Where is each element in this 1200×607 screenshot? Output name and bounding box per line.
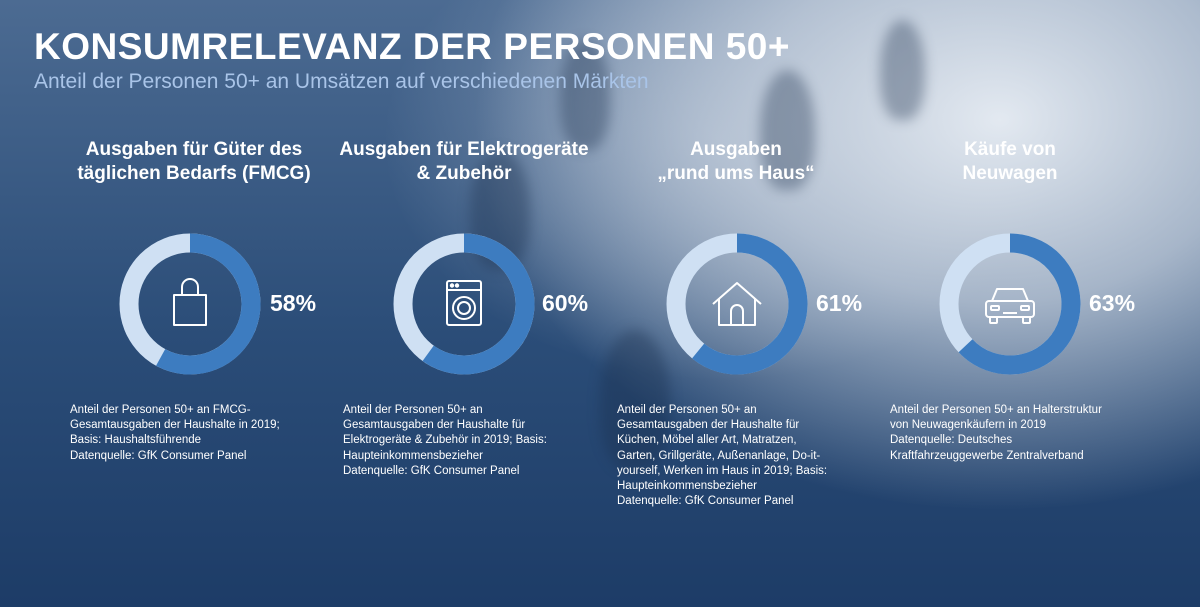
stat-footnote: Anteil der Personen 50+ an FMCG- Gesamta… <box>70 403 320 464</box>
page-title: KONSUMRELEVANZ DER PERSONEN 50+ <box>34 26 790 67</box>
washing-machine-icon <box>446 280 482 326</box>
background-figure <box>760 70 815 190</box>
footnote-line: Garten, Grillgeräte, Außenanlage, Do-it- <box>617 449 821 462</box>
donut-chart <box>666 233 808 375</box>
stat-heading-line: täglichen Bedarfs (FMCG) <box>77 163 311 184</box>
donut-percentage: 63% <box>1089 290 1136 316</box>
page-subtitle: Anteil der Personen 50+ an Umsätzen auf … <box>34 70 649 93</box>
donut-chart <box>119 233 261 375</box>
footnote-line: Datenquelle: Deutsches <box>890 434 1013 447</box>
car-icon <box>985 288 1035 324</box>
stat-heading: Ausgaben „rund ums Haus“ <box>586 138 886 186</box>
house-icon <box>712 282 762 326</box>
stat-heading-line: Neuwagen <box>962 163 1058 184</box>
background-figure <box>880 20 925 120</box>
footnote-line: Anteil der Personen 50+ an Halterstruktu… <box>890 404 1102 416</box>
footnote-line: Elektrogeräte & Zubehör in 2019; Basis: <box>343 434 547 447</box>
footnote-line: Anteil der Personen 50+ an <box>343 404 483 416</box>
stat-heading: Käufe von Neuwagen <box>860 138 1160 186</box>
donut-percentage: 58% <box>270 290 317 316</box>
stat-footnote: Anteil der Personen 50+ an Gesamtausgabe… <box>617 403 867 509</box>
footnote-line: Kraftfahrzeuggewerbe Zentralverband <box>890 449 1084 462</box>
footnote-line: Datenquelle: GfK Consumer Panel <box>343 464 520 477</box>
stat-heading-line: Ausgaben für Güter des <box>85 139 303 160</box>
footnote-line: Gesamtausgaben der Haushalte für <box>343 419 526 432</box>
footnote-line: Haupteinkommensbezieher <box>343 449 483 462</box>
stat-heading: Ausgaben für Güter des täglichen Bedarfs… <box>44 138 344 186</box>
donut-percentage: 60% <box>542 290 589 316</box>
shopping-bag-icon <box>173 278 207 326</box>
stat-heading-line: „rund ums Haus“ <box>657 163 815 184</box>
donut-value-arc <box>156 233 261 375</box>
background-figure <box>600 330 670 470</box>
stat-heading-line: Käufe von <box>964 139 1056 160</box>
footnote-line: yourself, Werken im Haus in 2019; Basis: <box>617 464 828 477</box>
donut-value-arc <box>692 233 808 375</box>
footnote-line: Anteil der Personen 50+ an <box>617 404 757 416</box>
donut-value-arc <box>422 233 535 375</box>
background-figure <box>560 40 610 150</box>
donut-chart <box>393 233 535 375</box>
donut-percentage: 61% <box>816 290 863 316</box>
stat-heading-line: Ausgaben für Elektrogeräte <box>339 139 589 160</box>
stat-heading-line: & Zubehör <box>416 163 512 184</box>
footnote-line: Anteil der Personen 50+ an FMCG- <box>70 404 251 416</box>
stat-footnote: Anteil der Personen 50+ an Halterstruktu… <box>890 403 1140 464</box>
donut-value-arc <box>958 233 1081 375</box>
donut-chart <box>939 233 1081 375</box>
stat-footnote: Anteil der Personen 50+ an Gesamtausgabe… <box>343 403 593 479</box>
stat-heading: Ausgaben für Elektrogeräte & Zubehör <box>314 138 614 186</box>
footnote-line: von Neuwagenkäufern in 2019 <box>890 419 1047 432</box>
footnote-line: Gesamtausgaben der Haushalte in 2019; <box>70 419 280 432</box>
footnote-line: Datenquelle: GfK Consumer Panel <box>70 449 247 462</box>
footnote-line: Küchen, Möbel aller Art, Matratzen, <box>617 434 797 447</box>
stat-heading-line: Ausgaben <box>690 139 782 160</box>
footnote-line: Gesamtausgaben der Haushalte für <box>617 419 800 432</box>
footnote-line: Datenquelle: GfK Consumer Panel <box>617 495 794 508</box>
footnote-line: Basis: Haushaltsführende <box>70 434 202 447</box>
footnote-line: Haupteinkommensbezieher <box>617 480 757 493</box>
